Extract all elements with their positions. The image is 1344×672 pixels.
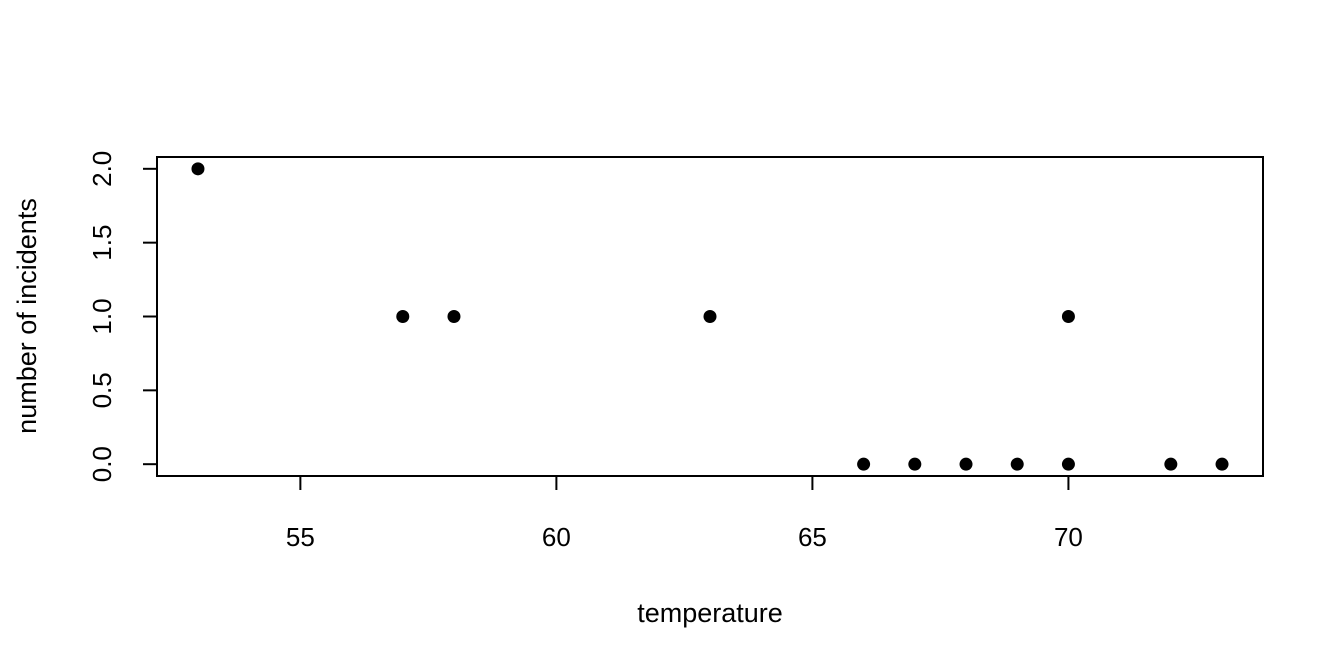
data-point [908,457,922,471]
data-point [857,457,871,471]
y-tick-label: 1.5 [87,225,117,261]
y-tick-label: 1.0 [87,298,117,334]
data-point [703,310,717,323]
x-tick-label: 60 [542,522,571,552]
x-axis: 55 60 65 70 [286,475,1083,552]
data-point [396,310,410,323]
data-point [1010,457,1024,471]
data-point [1061,310,1075,323]
y-tick-label: 2.0 [87,151,117,187]
y-axis-title: number of incidents [12,198,42,434]
data-point [191,162,205,176]
x-tick-label: 55 [286,522,315,552]
data-points [191,162,1229,471]
x-tick-label: 70 [1054,522,1083,552]
data-point [1215,457,1229,471]
y-tick-label: 0.5 [87,372,117,408]
data-point [447,310,461,323]
y-axis: 0.0 0.5 1.0 1.5 2.0 [87,151,158,482]
y-tick-label: 0.0 [87,446,117,482]
data-point [1164,457,1178,471]
x-axis-title: temperature [637,598,783,628]
data-point [959,457,973,471]
x-tick-label: 65 [798,522,827,552]
data-point [1061,457,1075,471]
